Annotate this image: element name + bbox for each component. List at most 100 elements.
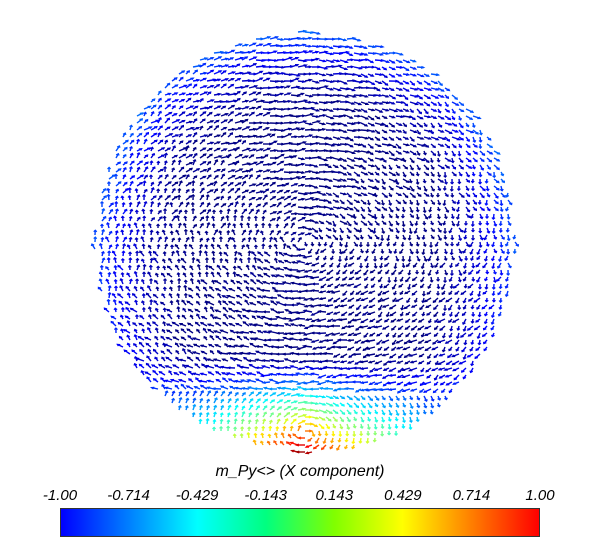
arrow-glyph-head — [225, 141, 231, 145]
arrow-glyph-head — [425, 74, 430, 77]
arrow-glyph-head — [341, 201, 345, 205]
arrow-glyph-head — [452, 166, 457, 170]
arrow-glyph-head — [272, 195, 277, 199]
arrow-glyph-head — [189, 105, 195, 109]
arrow-glyph-head — [445, 194, 449, 198]
arrow-glyph-head — [479, 132, 483, 136]
arrow-glyph-head — [302, 141, 307, 144]
arrow-glyph-head — [172, 139, 176, 143]
arrow-glyph-head — [419, 88, 424, 92]
arrow-glyph-head — [391, 75, 396, 78]
arrow-glyph-head — [410, 160, 415, 164]
arrow-glyph-head — [425, 160, 430, 164]
arrow-glyph-head — [257, 203, 262, 207]
arrow-glyph-head — [109, 208, 114, 212]
arrow-glyph-head — [150, 146, 154, 150]
arrow-glyph-head — [208, 111, 213, 115]
arrow-glyph-head — [250, 154, 255, 157]
arrow-glyph-head — [200, 201, 205, 205]
arrow-glyph-head — [308, 78, 313, 82]
arrow-glyph-head — [281, 142, 286, 146]
arrow-glyph-head — [266, 111, 271, 115]
arrow-glyph-head — [417, 132, 421, 135]
arrow-glyph-head — [399, 109, 404, 112]
arrow-glyph-head — [191, 188, 196, 191]
arrow-glyph-head — [122, 132, 127, 136]
arrow-glyph-head — [229, 132, 234, 135]
arrow-glyph-head — [474, 145, 478, 148]
arrow-glyph-head — [294, 135, 299, 139]
arrow-glyph-head — [425, 173, 430, 177]
arrow-glyph-head — [207, 208, 212, 212]
arrow-glyph-head — [236, 63, 241, 67]
arrow-glyph-head — [252, 42, 257, 46]
arrow-glyph-head — [177, 187, 182, 191]
arrow-glyph-head — [396, 173, 400, 177]
arrow-glyph-head — [392, 51, 398, 55]
arrow-glyph-head — [385, 51, 391, 55]
arrow-glyph-head — [492, 175, 497, 179]
arrow-glyph-head — [378, 81, 383, 85]
arrow-glyph-head — [398, 87, 404, 91]
arrow-glyph-head — [239, 56, 245, 60]
arrow-glyph-head — [280, 149, 286, 153]
arrow-glyph-head — [358, 66, 364, 70]
arrow-glyph-head — [411, 83, 415, 86]
arrow-glyph-head — [315, 108, 321, 112]
arrow-glyph-head — [245, 189, 250, 193]
arrow-glyph-head — [466, 209, 471, 213]
arrow-glyph-head — [221, 159, 225, 163]
arrow-glyph-head — [153, 132, 158, 136]
arrow-glyph-head — [280, 177, 285, 181]
arrow-glyph-head — [412, 59, 417, 63]
arrow-glyph-head — [440, 144, 445, 147]
arrow-glyph-head — [482, 188, 486, 192]
arrow-glyph-head — [287, 202, 292, 206]
arrow-glyph-head — [389, 209, 394, 213]
arrow-glyph-head — [301, 114, 307, 118]
arrow-glyph-head — [357, 114, 362, 118]
arrow-glyph-head — [221, 173, 226, 177]
arrow-glyph-head — [410, 215, 414, 219]
arrow-glyph-head — [336, 206, 342, 210]
arrow-glyph-head — [164, 152, 169, 156]
arrow-glyph-head — [122, 174, 127, 178]
arrow-glyph-head — [322, 59, 328, 63]
arrow-glyph-head — [481, 153, 486, 157]
arrow-glyph-head — [141, 208, 146, 212]
arrow-glyph-head — [115, 152, 120, 156]
arrow-glyph-head — [383, 160, 387, 163]
arrow-glyph-head — [246, 162, 252, 166]
arrow-glyph-head — [370, 117, 375, 121]
arrow-glyph-head — [392, 96, 397, 100]
arrow-glyph-head — [207, 160, 212, 164]
arrow-glyph-head — [139, 118, 144, 121]
arrow-glyph-head — [166, 117, 170, 121]
arrow-glyph-head — [455, 216, 460, 220]
arrow-glyph-head — [315, 149, 320, 153]
arrow-glyph-head — [372, 45, 377, 49]
arrow-glyph-head — [431, 125, 435, 129]
arrow-glyph-head — [415, 203, 420, 206]
arrow-glyph-head — [196, 168, 201, 171]
arrow-glyph-head — [390, 138, 395, 141]
arrow-glyph-head — [373, 216, 378, 220]
arrow-glyph-head — [256, 208, 260, 212]
arrow-glyph-head — [343, 67, 349, 71]
arrow-glyph-head — [338, 114, 344, 118]
arrow-glyph-head — [237, 182, 242, 185]
arrow-glyph-head — [208, 133, 213, 137]
arrow-glyph-head — [399, 65, 405, 69]
arrow-glyph-head — [336, 137, 342, 140]
arrow-glyph-head — [350, 58, 355, 62]
arrow-glyph-head — [323, 158, 329, 162]
arrow-glyph-head — [383, 130, 388, 134]
arrow-glyph-head — [163, 187, 168, 191]
arrow-glyph-head — [487, 208, 491, 212]
arrow-glyph-head — [391, 101, 396, 105]
arrow-glyph-head — [301, 197, 306, 201]
arrow-glyph-head — [182, 174, 187, 178]
arrow-glyph-head — [400, 215, 405, 219]
arrow-glyph-head — [377, 208, 381, 212]
arrow-glyph-head — [403, 131, 407, 135]
